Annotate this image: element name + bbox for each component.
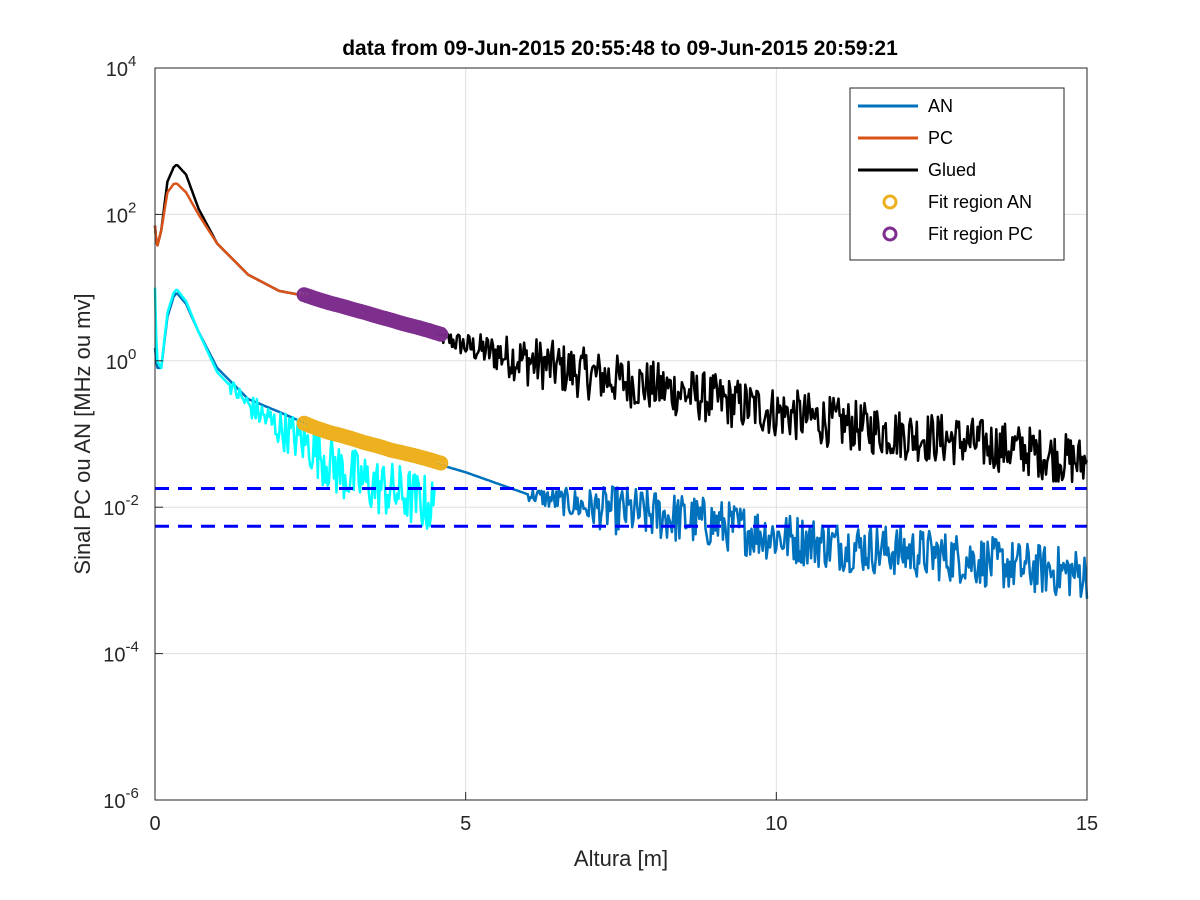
legend-label-glued: Glued	[928, 160, 976, 180]
legend-swatch-fit-region-pc	[882, 226, 898, 242]
y-tick-label: 10-4	[103, 639, 139, 667]
fit-region-an-marker	[433, 455, 449, 471]
legend-label-an: AN	[928, 96, 953, 116]
pc-line	[153, 182, 311, 298]
series-5-line	[153, 287, 436, 530]
x-tick-label: 15	[1076, 813, 1098, 835]
legend-swatch-fit-region-an	[882, 194, 898, 210]
y-tick-label: 104	[106, 53, 137, 81]
legend-label-fit-region-pc: Fit region PC	[928, 224, 1033, 244]
legend-label-pc: PC	[928, 128, 953, 148]
legend: AN PC Glued Fit region AN Fit region PC	[849, 87, 1065, 261]
y-tick-label: 10-2	[103, 492, 139, 520]
x-tick-label: 5	[460, 813, 471, 835]
x-tick-label: 0	[149, 813, 160, 835]
y-tick-label: 100	[106, 346, 137, 374]
x-axis-label: Altura [m]	[574, 846, 668, 871]
axes-box	[154, 67, 1088, 801]
y-axis-label: Sinal PC ou AN [MHz ou mv]	[70, 293, 95, 574]
legend-label-fit-region-an: Fit region AN	[928, 192, 1032, 212]
fit-region-pc-marker	[433, 326, 449, 342]
y-tick-label: 10-6	[103, 785, 139, 813]
y-tick-label: 102	[106, 199, 137, 227]
series-layer	[153, 163, 1089, 599]
x-tick-label: 10	[765, 813, 787, 835]
chart-title: data from 09-Jun-2015 20:55:48 to 09-Jun…	[342, 37, 898, 60]
axis-ticks: 0 5 10 15 10-6 10-4 10-2 100 102 104	[103, 53, 1098, 835]
